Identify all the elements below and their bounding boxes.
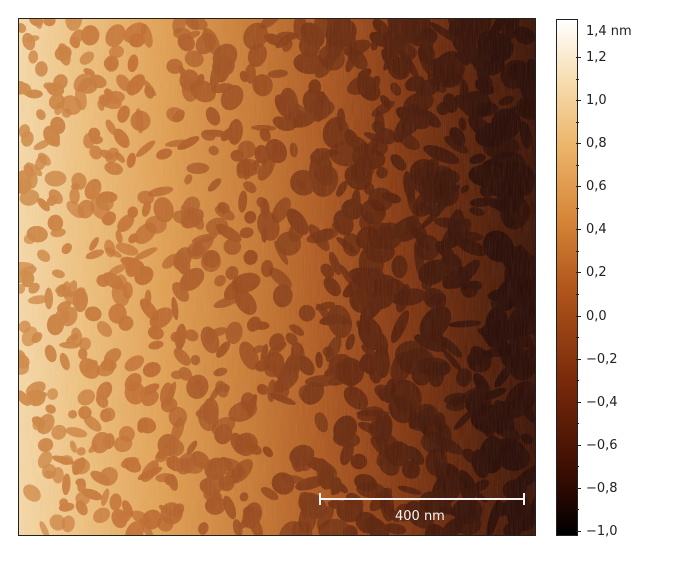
colorbar-tick-label: 1,0	[586, 93, 607, 108]
scale-bar-left-cap	[319, 493, 321, 505]
colorbar-minor-tick	[576, 165, 579, 166]
colorbar-tick-label: −0,2	[586, 352, 618, 367]
height-colorbar	[556, 19, 578, 536]
colorbar-minor-tick	[576, 380, 579, 381]
colorbar-tick-label: −0,8	[586, 481, 618, 496]
colorbar-tick-label: −0,6	[586, 438, 618, 453]
colorbar-max-label: 1,4 nm	[586, 24, 632, 39]
colorbar-minor-tick	[576, 423, 579, 424]
colorbar-tick	[576, 143, 581, 144]
colorbar-tick-label: 0,4	[586, 222, 607, 237]
scale-bar-right-cap	[523, 493, 525, 505]
colorbar-tick	[576, 316, 581, 317]
colorbar-tick	[576, 488, 581, 489]
colorbar-minor-tick	[576, 337, 579, 338]
colorbar-tick	[576, 272, 581, 273]
colorbar-tick	[576, 531, 581, 532]
colorbar-tick-label: 0,2	[586, 265, 607, 280]
colorbar-minor-tick	[576, 251, 579, 252]
colorbar-tick	[576, 445, 581, 446]
colorbar-minor-tick	[576, 122, 579, 123]
colorbar-tick	[576, 229, 581, 230]
colorbar-tick	[576, 57, 581, 58]
colorbar-tick	[576, 402, 581, 403]
colorbar-tick-label: 0,6	[586, 179, 607, 194]
scale-bar	[319, 498, 525, 500]
colorbar-minor-tick	[576, 294, 579, 295]
scale-bar-label: 400 nm	[395, 509, 445, 524]
colorbar-minor-tick	[576, 79, 579, 80]
afm-height-image	[18, 18, 536, 536]
colorbar-tick-label: 0,8	[586, 136, 607, 151]
colorbar-tick	[576, 186, 581, 187]
colorbar-tick-label: 1,2	[586, 50, 607, 65]
colorbar-minor-tick	[576, 466, 579, 467]
colorbar-tick-label: −0,4	[586, 395, 618, 410]
colorbar-tick	[576, 100, 581, 101]
colorbar-tick	[576, 359, 581, 360]
colorbar-minor-tick	[576, 509, 579, 510]
colorbar-minor-tick	[576, 208, 579, 209]
colorbar-tick-label: −1,0	[586, 524, 618, 539]
colorbar-tick-label: 0,0	[586, 309, 607, 324]
